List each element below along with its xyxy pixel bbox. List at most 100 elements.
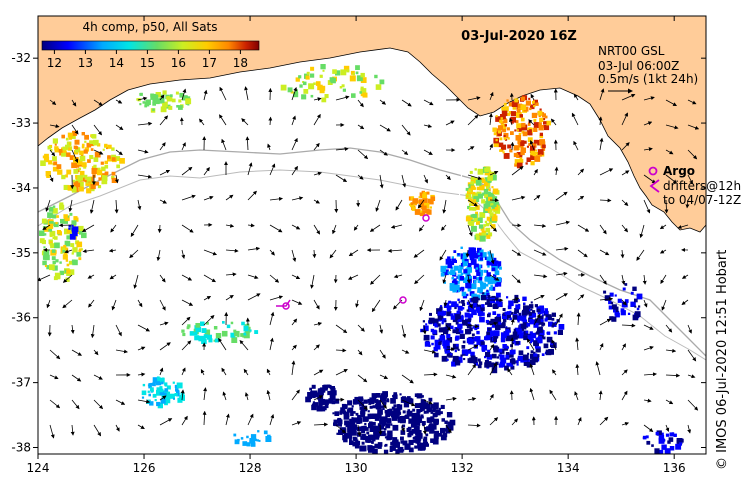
sst-pixel [440, 404, 445, 409]
sst-pixel [397, 441, 400, 444]
sst-pixel [502, 312, 506, 316]
current-arrow [357, 399, 368, 411]
sst-pixel [457, 348, 460, 351]
sst-pixel [384, 427, 387, 431]
sst-pixel [384, 409, 389, 414]
current-arrow [489, 417, 499, 426]
sst-pixel [518, 132, 522, 136]
sst-pixel [634, 311, 641, 318]
sst-pixel [522, 319, 528, 324]
sst-pixel [379, 420, 383, 425]
sst-pixel [493, 266, 498, 271]
sst-pixel [536, 308, 541, 313]
sst-pixel [447, 305, 452, 310]
current-arrow [115, 424, 120, 432]
sst-pixel [293, 92, 299, 98]
sst-pixel [478, 252, 483, 257]
sst-pixel [339, 412, 343, 415]
sst-pixel [474, 361, 478, 366]
sst-pixel [492, 257, 497, 262]
sst-pixel [520, 96, 526, 101]
sst-pixel [481, 295, 487, 301]
sst-pixel [354, 444, 360, 449]
sst-pixel [377, 409, 383, 415]
sst-pixel [624, 299, 629, 303]
sst-pixel [474, 168, 477, 171]
sst-pixel [432, 409, 436, 413]
sst-pixel [507, 144, 512, 149]
sst-pixel [116, 164, 120, 169]
sst-pixel [493, 345, 498, 351]
current-arrow [137, 299, 143, 308]
sst-pixel [312, 395, 316, 399]
sst-pixel [528, 309, 531, 312]
sst-pixel [469, 291, 475, 296]
lon-label: 136 [663, 461, 686, 475]
sst-pixel [249, 329, 252, 332]
sst-pixel [504, 312, 511, 319]
sst-pixel [439, 335, 446, 341]
current-arrow [526, 338, 535, 351]
current-arrow [247, 246, 261, 251]
current-arrow [313, 321, 323, 326]
sst-pixel [538, 125, 544, 131]
current-arrow [467, 324, 480, 329]
sst-pixel [152, 108, 155, 111]
current-arrow [221, 367, 227, 376]
sst-pixel [645, 435, 649, 439]
current-arrow [643, 199, 651, 214]
current-arrow [49, 174, 54, 183]
current-arrow [599, 88, 605, 101]
sst-pixel [352, 441, 357, 447]
sst-pixel [81, 232, 87, 239]
sst-pixel [115, 156, 121, 161]
argo-title: Argo [663, 164, 695, 178]
sst-pixel [537, 338, 542, 343]
sst-pixel [81, 145, 85, 149]
sst-pixel [460, 330, 464, 334]
sst-pixel [77, 159, 83, 165]
sst-pixel [83, 149, 88, 154]
sst-pixel [479, 250, 484, 255]
sst-pixel [481, 179, 486, 184]
sst-pixel [468, 207, 473, 211]
sst-pixel [390, 398, 396, 404]
sst-pixel [63, 214, 68, 219]
lat-label: -32 [11, 51, 31, 65]
sst-pixel [243, 332, 247, 336]
sst-pixel [49, 230, 56, 237]
sst-pixel [437, 311, 442, 316]
sst-pixel [438, 327, 444, 333]
sst-pixel [352, 417, 359, 423]
current-arrow [269, 196, 283, 201]
current-arrow [489, 91, 494, 101]
sst-pixel [93, 164, 97, 168]
sst-pixel [608, 300, 612, 305]
sst-pixel [513, 152, 518, 158]
sst-pixel [331, 387, 336, 393]
sst-pixel [451, 280, 458, 287]
current-arrow [62, 274, 73, 283]
sst-pixel [364, 427, 369, 431]
sst-pixel [492, 261, 498, 267]
sst-pixel [443, 428, 446, 432]
sst-pixel [148, 393, 151, 397]
sst-pixel [367, 440, 371, 443]
sst-pixel [73, 216, 78, 221]
sst-pixel [514, 163, 518, 167]
sst-pixel [620, 310, 626, 316]
sst-pixel [440, 427, 446, 434]
sst-pixel [396, 413, 400, 417]
sst-pixel [609, 316, 614, 321]
current-arrow [181, 249, 186, 259]
current-arrow [335, 348, 347, 353]
sst-pixel [303, 89, 309, 94]
sst-pixel [377, 442, 383, 447]
sst-pixel [174, 393, 178, 397]
sst-pixel [472, 191, 476, 195]
current-arrow [199, 118, 205, 126]
sst-pixel [107, 156, 112, 162]
sst-pixel [452, 343, 459, 350]
sst-pixel [504, 311, 508, 315]
sst-pixel [230, 321, 234, 325]
